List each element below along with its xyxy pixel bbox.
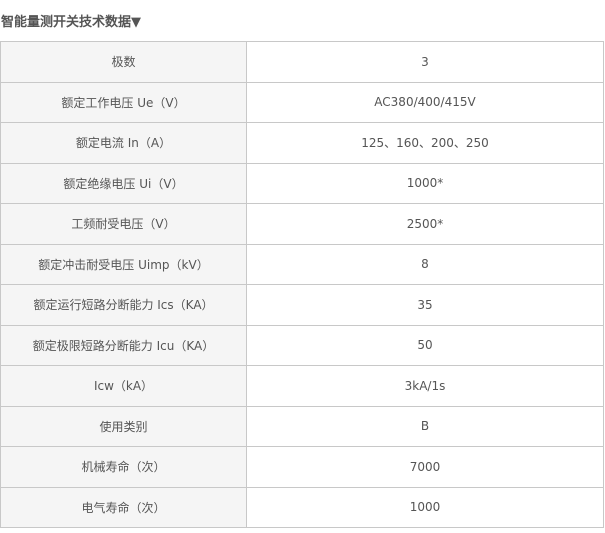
- spec-value: 35: [246, 284, 604, 326]
- spec-value: 125、160、200、250: [246, 122, 604, 164]
- spec-label: 额定运行短路分断能力 Ics（KA）: [0, 284, 247, 326]
- table-row: 电气寿命（次） 1000: [0, 486, 604, 528]
- spec-label: 电气寿命（次）: [0, 486, 247, 528]
- table-row: 额定电流 In（A） 125、160、200、250: [0, 122, 604, 164]
- table-row: 工频耐受电压（V） 2500*: [0, 203, 604, 245]
- spec-value: 3: [246, 41, 604, 83]
- spec-table: 极数 3 额定工作电压 Ue（V） AC380/400/415V 额定电流 In（A） 1…: [0, 41, 604, 528]
- table-row: 额定极限短路分断能力 Icu（KA） 50: [0, 324, 604, 366]
- spec-value: 3kA/1s: [246, 365, 604, 407]
- spec-label: 额定极限短路分断能力 Icu（KA）: [0, 324, 247, 366]
- spec-value: 1000: [246, 486, 604, 528]
- table-row: 使用类别 B: [0, 405, 604, 447]
- spec-value: B: [246, 405, 604, 447]
- section-title: 智能量测开关技术数据▼: [1, 15, 141, 30]
- spec-value: 7000: [246, 446, 604, 488]
- table-row: Icw（kA） 3kA/1s: [0, 365, 604, 407]
- spec-value: AC380/400/415V: [246, 81, 604, 123]
- spec-label: 工频耐受电压（V）: [0, 203, 247, 245]
- table-row: 机械寿命（次） 7000: [0, 446, 604, 488]
- spec-value: 8: [246, 243, 604, 285]
- spec-label: 额定电流 In（A）: [0, 122, 247, 164]
- spec-label: 额定绝缘电压 Ui（V）: [0, 162, 247, 204]
- table-row: 额定运行短路分断能力 Ics（KA） 35: [0, 284, 604, 326]
- table-row: 额定绝缘电压 Ui（V） 1000*: [0, 162, 604, 204]
- table-row: 额定工作电压 Ue（V） AC380/400/415V: [0, 81, 604, 123]
- table-row: 极数 3: [0, 41, 604, 83]
- spec-label: 额定工作电压 Ue（V）: [0, 81, 247, 123]
- spec-label: 额定冲击耐受电压 Uimp（kV）: [0, 243, 247, 285]
- spec-value: 1000*: [246, 162, 604, 204]
- table-row: 额定冲击耐受电压 Uimp（kV） 8: [0, 243, 604, 285]
- spec-label: 机械寿命（次）: [0, 446, 247, 488]
- spec-label: 使用类别: [0, 405, 247, 447]
- spec-value: 50: [246, 324, 604, 366]
- spec-value: 2500*: [246, 203, 604, 245]
- spec-label: Icw（kA）: [0, 365, 247, 407]
- spec-label: 极数: [0, 41, 247, 83]
